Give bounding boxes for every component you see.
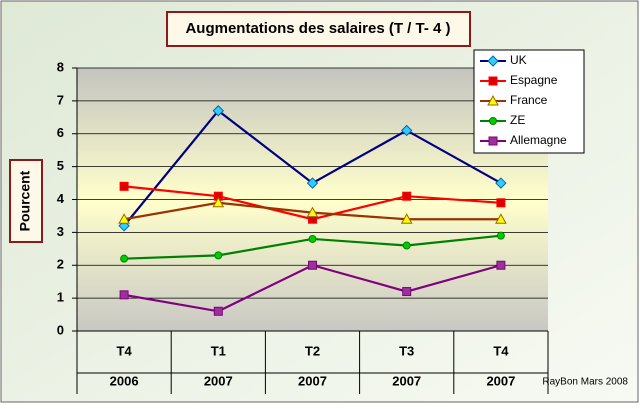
legend-marker xyxy=(487,94,499,106)
y-tick-label: 0 xyxy=(57,322,64,337)
data-point xyxy=(308,234,317,243)
legend-marker xyxy=(487,55,499,67)
y-tick-label: 4 xyxy=(57,191,65,206)
data-point xyxy=(496,198,506,208)
legend-label: Allemagne xyxy=(510,133,567,147)
data-point xyxy=(400,124,413,137)
y-tick-label: 8 xyxy=(57,59,64,74)
data-point xyxy=(308,260,317,270)
x-group-label: 2007 xyxy=(392,373,421,388)
data-point xyxy=(212,196,225,208)
footer: RayBon Mars 2008 xyxy=(542,377,628,388)
x-tick-label: T4 xyxy=(117,343,133,358)
y-label-box xyxy=(9,159,43,243)
x-tick-label: T3 xyxy=(399,343,414,358)
legend-marker xyxy=(488,76,498,86)
data-point xyxy=(402,287,412,297)
x-group-label: 2007 xyxy=(486,373,515,388)
legend-marker xyxy=(489,117,497,125)
data-point xyxy=(495,213,507,224)
data-point xyxy=(496,260,506,270)
data-point xyxy=(120,254,129,263)
title-box xyxy=(166,11,471,47)
data-point xyxy=(214,251,223,260)
data-point xyxy=(119,290,129,300)
y-axis-label: Pourcent xyxy=(17,170,33,231)
data-point xyxy=(119,181,129,191)
y-tick-label: 2 xyxy=(57,257,64,272)
legend-label: Espagne xyxy=(510,73,558,87)
data-point xyxy=(402,191,412,201)
legend-label: ZE xyxy=(510,113,525,127)
y-tick-label: 3 xyxy=(57,224,64,239)
data-point xyxy=(306,177,319,189)
x-tick-label: T1 xyxy=(211,343,226,358)
x-group-label: 2006 xyxy=(110,373,139,388)
data-point xyxy=(213,306,223,316)
x-tick-label: T2 xyxy=(305,343,320,358)
y-tick-label: 1 xyxy=(57,290,64,305)
data-point xyxy=(495,177,507,189)
data-point xyxy=(402,241,411,250)
legend-marker xyxy=(488,136,498,146)
x-tick-label: T4 xyxy=(493,343,509,358)
data-point xyxy=(400,213,413,224)
data-point xyxy=(212,105,225,117)
data-point xyxy=(306,206,319,218)
legend-label: UK xyxy=(510,53,527,67)
data-point xyxy=(496,231,505,240)
legend-label: France xyxy=(510,93,548,107)
x-group-label: 2007 xyxy=(298,373,327,388)
chart-title: Augmentations des salaires (T / T- 4 ) xyxy=(185,20,450,37)
y-tick-label: 5 xyxy=(57,158,64,173)
data-point xyxy=(118,213,130,224)
y-tick-label: 7 xyxy=(57,92,64,107)
y-tick-label: 6 xyxy=(57,125,64,140)
x-group-label: 2007 xyxy=(204,373,233,388)
